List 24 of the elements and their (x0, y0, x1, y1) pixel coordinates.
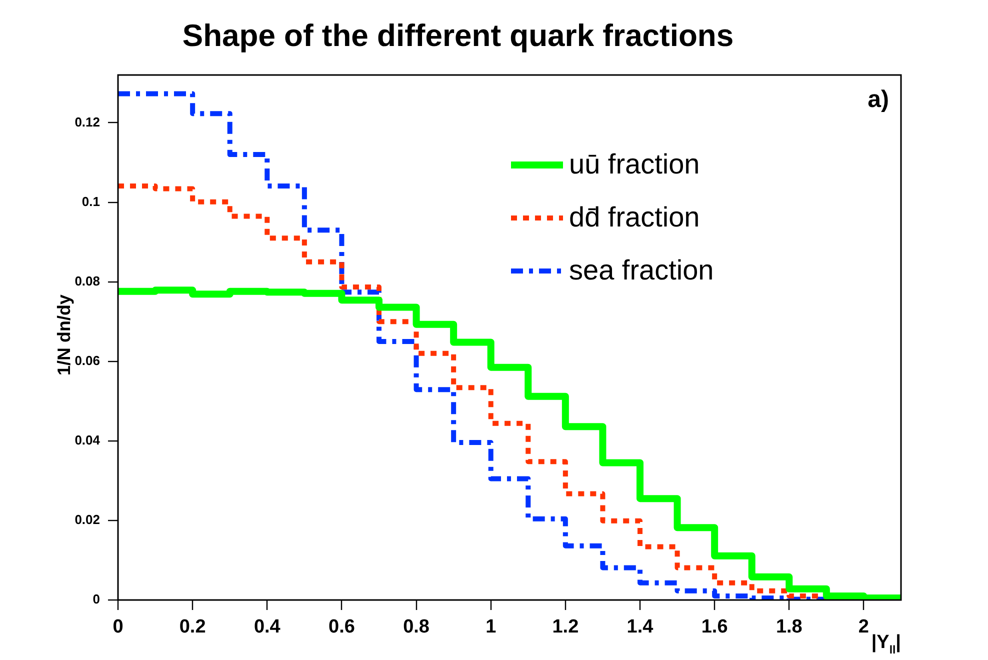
x-tick-label: 0.2 (179, 616, 206, 638)
y-tick-label: 0.1 (82, 194, 100, 209)
chart-title: Shape of the different quark fractions (182, 18, 734, 53)
y-tick-label: 0.08 (74, 273, 100, 288)
x-tick-label: 1 (486, 616, 497, 638)
y-axis-title: 1/N dn/dy (54, 294, 74, 376)
x-tick-label: 1.6 (701, 616, 728, 638)
x-tick-label: 0.6 (328, 616, 355, 638)
x-tick-label: 0 (112, 616, 124, 638)
annotation: a) (868, 86, 889, 113)
legend-label: uū fraction (569, 148, 700, 180)
y-tick-label: 0.12 (74, 114, 100, 130)
x-tick-label: 0.8 (403, 616, 430, 638)
x-tick-label: 0.4 (254, 616, 281, 638)
y-tick-label: 0.02 (74, 512, 100, 528)
y-tick-label: 0 (92, 592, 100, 607)
legend-label: sea fraction (569, 254, 714, 286)
x-tick-label: 2 (858, 616, 870, 638)
x-tick-label: 1.2 (552, 616, 579, 638)
x-tick-label: 1.8 (776, 616, 802, 638)
legend-label: dd̄ fraction (569, 202, 700, 233)
y-tick-label: 0.04 (74, 432, 101, 448)
x-tick-label: 1.4 (626, 616, 654, 638)
y-tick-label: 0.06 (74, 352, 100, 368)
